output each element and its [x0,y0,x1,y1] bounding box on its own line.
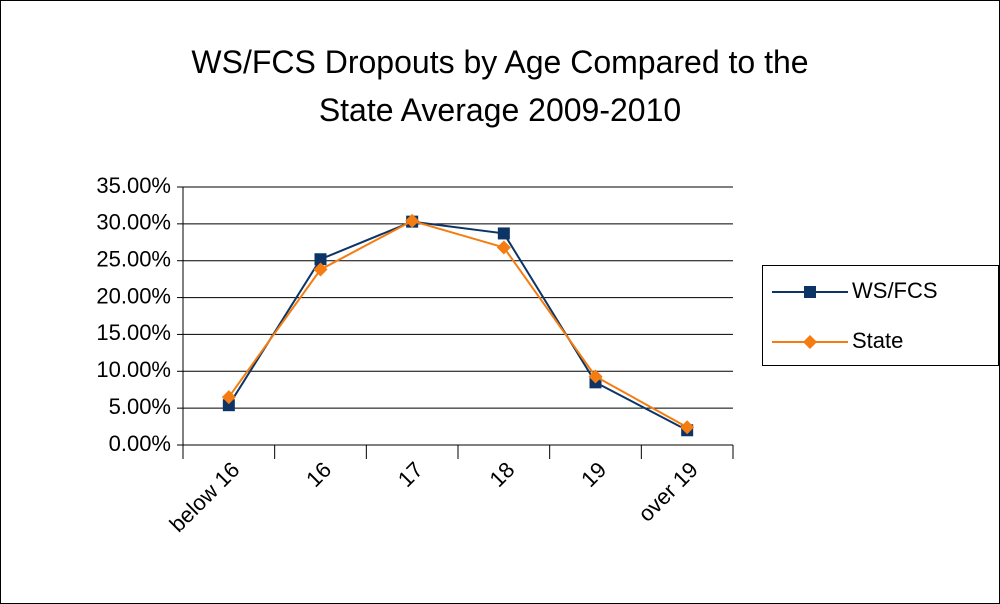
y-tick-label: 25.00% [96,247,171,272]
legend-box [762,265,999,366]
marker [222,399,235,412]
y-tick-label: 5.00% [109,394,171,419]
x-tick-label: 16 [301,457,336,492]
marker [313,262,328,277]
series-line [228,219,688,429]
x-tick-label: 17 [393,457,428,492]
y-tick-label: 30.00% [96,210,171,235]
x-tick-label: 19 [576,457,611,492]
legend-label: WS/FCS [852,278,938,303]
marker [221,390,236,405]
y-tick-label: 20.00% [96,283,171,308]
marker [497,227,510,240]
marker [680,420,695,435]
legend-label: State [852,328,903,353]
chart-title: WS/FCS Dropouts by Age Compared to the S… [191,44,809,128]
y-tick-label: 10.00% [96,357,171,382]
y-tick-label: 35.00% [96,173,171,198]
legend-marker [803,335,817,349]
x-tick-label: 18 [484,457,519,492]
y-tick-label: 0.00% [109,431,171,456]
legend-marker [804,286,816,298]
y-tick-label: 15.00% [96,320,171,345]
marker [588,369,603,384]
marker [314,253,327,266]
marker [496,240,511,255]
series-line [227,220,688,432]
marker [405,213,420,228]
x-tick-label: below 16 [165,457,245,537]
x-tick-label: over 19 [633,457,703,527]
